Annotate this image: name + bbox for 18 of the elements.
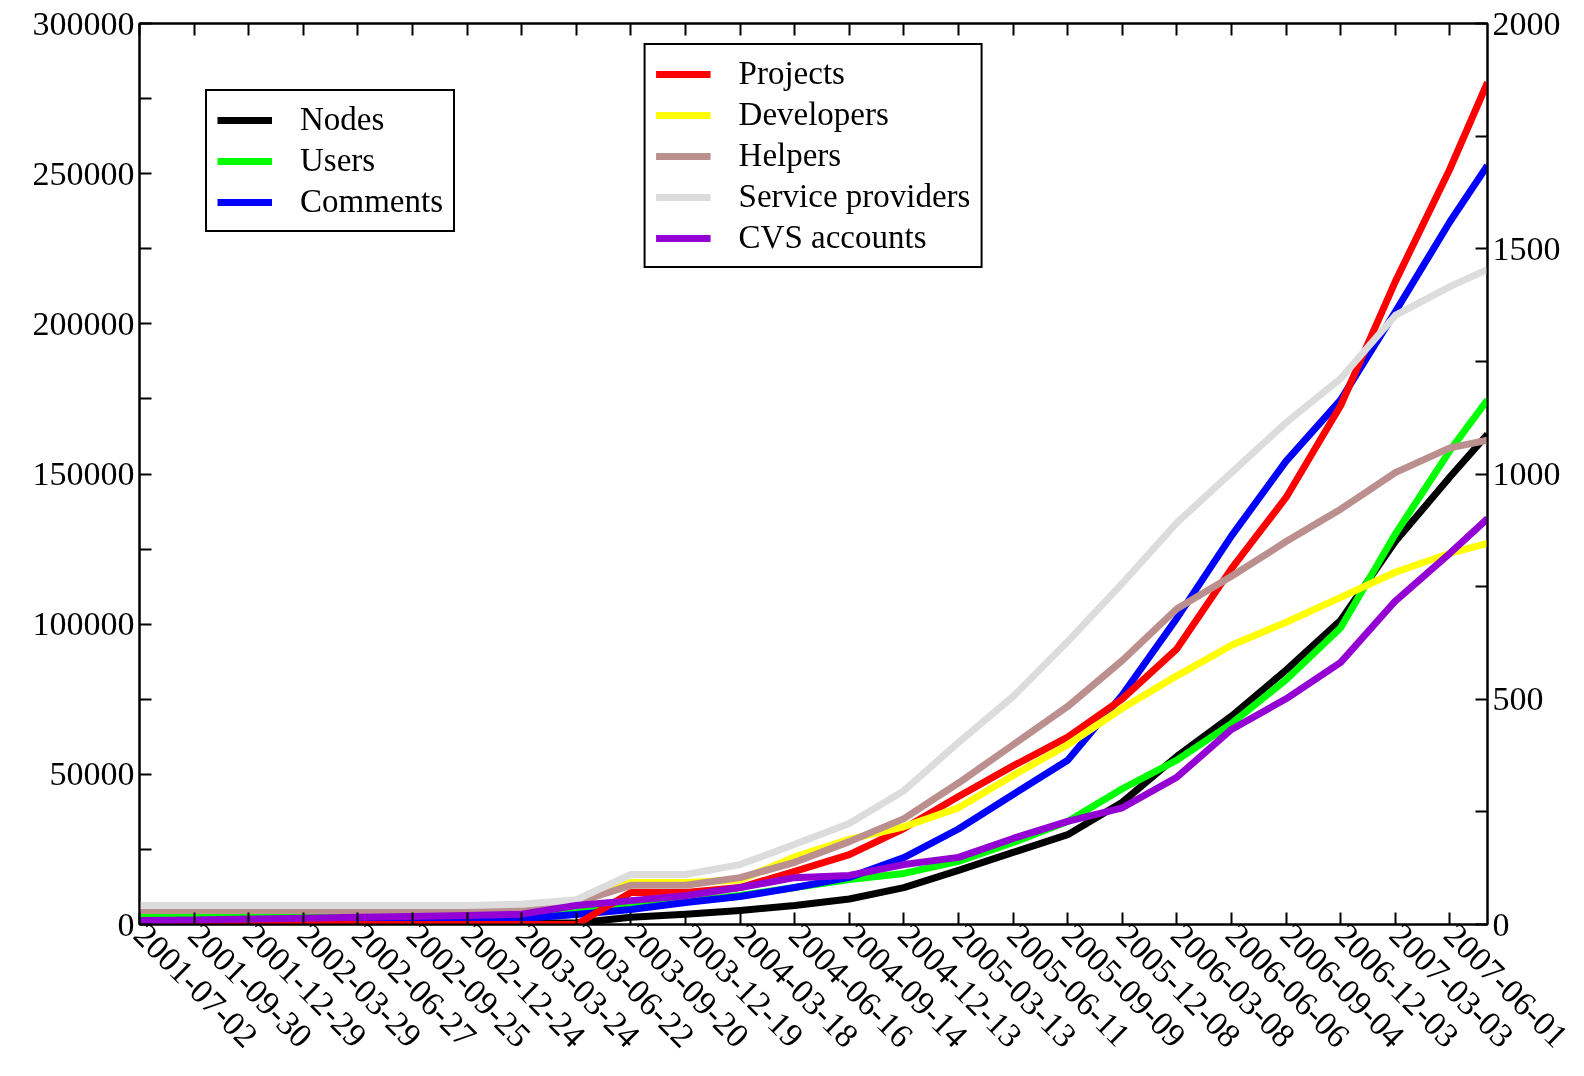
legend-label: Service providers bbox=[738, 178, 971, 215]
legend-label: Helpers bbox=[738, 137, 842, 174]
y2-tick-label: 2000 bbox=[1492, 4, 1561, 42]
legend-label: Developers bbox=[738, 96, 889, 133]
y-tick-label: 150000 bbox=[32, 455, 135, 492]
y2-tick-label: 1000 bbox=[1492, 455, 1561, 492]
legend-label: Projects bbox=[738, 55, 845, 92]
y-tick-label: 50000 bbox=[49, 755, 135, 793]
y-tick-label: 200000 bbox=[32, 304, 135, 342]
y-tick-label: 300000 bbox=[32, 4, 135, 42]
legend-label: Users bbox=[300, 142, 376, 179]
y-tick-label: 100000 bbox=[32, 605, 135, 643]
y-tick-label: 250000 bbox=[32, 154, 135, 192]
legend-label: Comments bbox=[300, 183, 444, 220]
legend-label: Nodes bbox=[300, 101, 385, 138]
y2-tick-label: 1500 bbox=[1492, 229, 1561, 267]
legend-label: CVS accounts bbox=[738, 219, 927, 256]
y2-tick-label: 500 bbox=[1492, 680, 1544, 718]
